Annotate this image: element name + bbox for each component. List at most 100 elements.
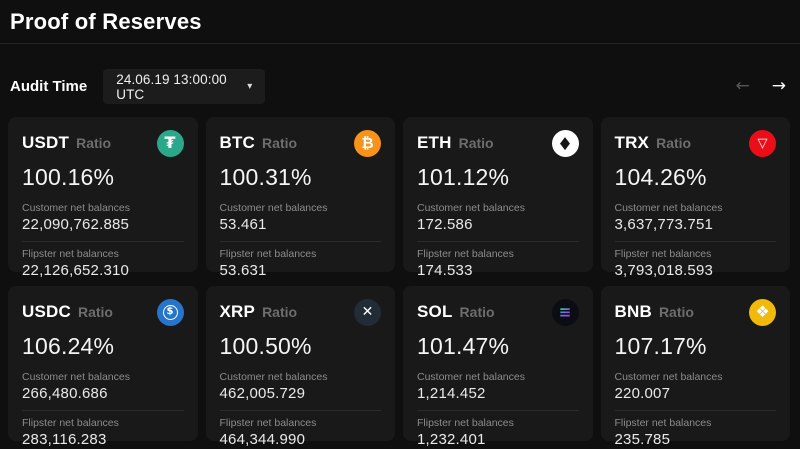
ratio-label: Ratio	[262, 135, 298, 151]
card-header: XRP Ratio ✕	[219, 298, 381, 326]
bnb-icon: ❖	[749, 298, 776, 326]
flipster-net-balances-label: Flipster net balances	[219, 417, 317, 429]
flipster-net-balances-label: Flipster net balances	[22, 248, 119, 260]
card-divider	[417, 241, 579, 242]
cards-grid: USDT Ratio ₮ 100.16% Customer net balanc…	[0, 117, 800, 448]
coin-icon-glyph: ₿	[361, 133, 374, 152]
reserve-ratio-value: 104.26%	[614, 164, 707, 190]
chevron-down-icon: ▾	[247, 81, 253, 92]
bitcoin-icon: ₿	[354, 129, 381, 157]
flipster-net-balances-label: Flipster net balances	[614, 248, 712, 260]
card-header: BNB Ratio ❖	[614, 298, 776, 326]
ethereum-icon: ◆	[551, 129, 579, 157]
asset-symbol: USDT	[22, 133, 70, 152]
card-divider	[614, 241, 776, 242]
audit-time-value: 24.06.19 13:00:00 UTC	[116, 71, 227, 102]
coin-icon-glyph: ≡	[558, 302, 572, 321]
customer-net-balances-value: 172.586	[417, 216, 473, 233]
audit-time-label: Audit Time	[10, 78, 88, 95]
flipster-net-balances-label: Flipster net balances	[22, 417, 119, 429]
asset-symbol: USDC	[22, 302, 71, 321]
coin-icon-glyph: $	[162, 304, 178, 320]
coin-icon-glyph: ₮	[164, 133, 176, 152]
card-header: ETH Ratio ◆	[417, 129, 579, 157]
audit-bar: Audit Time 24.06.19 13:00:00 UTC ▾ ← →	[0, 44, 800, 104]
coin-icon-glyph: ◆	[560, 133, 570, 153]
usd-coin-icon: $	[156, 298, 184, 326]
asset-card: USDC Ratio $ 106.24% Customer net balanc…	[8, 286, 198, 448]
next-audit-button[interactable]: →	[771, 76, 786, 96]
card-divider	[219, 241, 381, 242]
customer-net-balances-label: Customer net balances	[614, 371, 723, 383]
customer-net-balances-label: Customer net balances	[417, 371, 525, 383]
asset-card: USDT Ratio ₮ 100.16% Customer net balanc…	[8, 117, 198, 279]
customer-net-balances-label: Customer net balances	[22, 371, 130, 383]
customer-net-balances-label: Customer net balances	[219, 202, 328, 214]
ratio-label: Ratio	[76, 135, 112, 151]
asset-card: TRX Ratio ▽ 104.26% Customer net balance…	[600, 117, 790, 279]
customer-net-balances-value: 3,637,773.751	[614, 216, 714, 233]
flipster-net-balances-value: 235.785	[614, 431, 671, 448]
customer-net-balances-label: Customer net balances	[219, 371, 328, 383]
flipster-net-balances-value: 53.631	[219, 262, 267, 279]
reserve-ratio-value: 107.17%	[614, 333, 707, 359]
page-title: Proof of Reserves	[10, 9, 202, 34]
reserve-ratio-value: 100.50%	[219, 333, 312, 359]
flipster-net-balances-label: Flipster net balances	[417, 417, 514, 429]
tether-icon: ₮	[156, 129, 184, 157]
card-header: USDT Ratio ₮	[22, 129, 184, 157]
asset-symbol: XRP	[219, 302, 256, 321]
card-divider	[614, 410, 776, 411]
card-divider	[417, 410, 579, 411]
customer-net-balances-label: Customer net balances	[22, 202, 130, 214]
ratio-label: Ratio	[77, 304, 113, 320]
customer-net-balances-value: 1,214.452	[417, 385, 486, 402]
asset-card: ETH Ratio ◆ 101.12% Customer net balance…	[403, 117, 593, 279]
audit-nav-arrows: ← →	[736, 78, 789, 95]
reserve-ratio-value: 101.47%	[417, 333, 510, 359]
flipster-net-balances-value: 22,126,652.310	[22, 262, 130, 279]
flipster-net-balances-value: 1,232.401	[417, 431, 486, 448]
flipster-net-balances-label: Flipster net balances	[417, 248, 514, 260]
card-header: TRX Ratio ▽	[614, 129, 776, 157]
ratio-label: Ratio	[658, 304, 694, 320]
customer-net-balances-value: 22,090,762.885	[22, 216, 130, 233]
card-header: USDC Ratio $	[22, 298, 184, 326]
asset-symbol: TRX	[614, 133, 650, 152]
asset-symbol: ETH	[417, 133, 452, 152]
flipster-net-balances-value: 3,793,018.593	[614, 262, 714, 279]
prev-audit-button[interactable]: ←	[735, 76, 750, 96]
card-header: BTC Ratio ₿	[219, 129, 381, 157]
asset-card: XRP Ratio ✕ 100.50% Customer net balance…	[205, 286, 395, 448]
reserve-ratio-value: 101.12%	[417, 164, 510, 190]
customer-net-balances-label: Customer net balances	[614, 202, 723, 214]
reserve-ratio-value: 106.24%	[22, 333, 115, 359]
ratio-label: Ratio	[656, 135, 692, 151]
coin-icon-glyph: ✕	[361, 304, 374, 320]
ratio-label: Ratio	[458, 135, 494, 151]
card-divider	[22, 410, 184, 411]
customer-net-balances-value: 266,480.686	[22, 385, 108, 402]
asset-symbol: BNB	[614, 302, 652, 321]
customer-net-balances-label: Customer net balances	[417, 202, 525, 214]
ratio-label: Ratio	[262, 304, 298, 320]
page-header: Proof of Reserves	[0, 0, 800, 44]
asset-symbol: BTC	[219, 133, 256, 152]
reserve-ratio-value: 100.31%	[219, 164, 312, 190]
flipster-net-balances-value: 174.533	[417, 262, 473, 279]
asset-card: BNB Ratio ❖ 107.17% Customer net balance…	[600, 286, 790, 448]
customer-net-balances-value: 462,005.729	[219, 385, 306, 402]
xrp-icon: ✕	[354, 298, 381, 326]
customer-net-balances-value: 220.007	[614, 385, 671, 402]
card-header: SOL Ratio ≡	[417, 298, 579, 326]
flipster-net-balances-label: Flipster net balances	[219, 248, 317, 260]
asset-card: BTC Ratio ₿ 100.31% Customer net balance…	[205, 117, 395, 279]
asset-card: SOL Ratio ≡ 101.47% Customer net balance…	[403, 286, 593, 448]
coin-icon-glyph: ❖	[755, 302, 770, 321]
flipster-net-balances-label: Flipster net balances	[614, 417, 712, 429]
customer-net-balances-value: 53.461	[219, 216, 267, 233]
flipster-net-balances-value: 464,344.990	[219, 431, 306, 448]
coin-icon-glyph: ▽	[757, 135, 768, 151]
audit-time-select[interactable]: 24.06.19 13:00:00 UTC ▾	[103, 69, 266, 104]
flipster-net-balances-value: 283,116.283	[22, 431, 107, 448]
